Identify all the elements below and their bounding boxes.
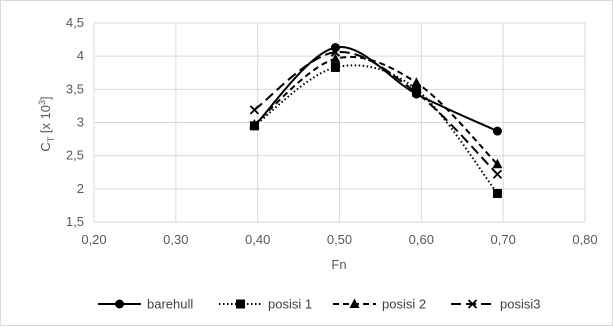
series-4 (249, 47, 503, 179)
data-point (330, 62, 340, 72)
data-point (330, 53, 341, 63)
data-point (492, 126, 502, 136)
y-axis-title-subscript: T (46, 136, 56, 142)
legend-marker (467, 299, 478, 309)
y-axis-title-prefix: C (38, 142, 53, 151)
legend-label: barehull (147, 297, 193, 312)
data-point (330, 47, 341, 57)
y-axis-title: CT [x 103] (37, 96, 56, 151)
x-tick-label: 0,70 (491, 232, 516, 247)
y-tick-label: 4,5 (66, 15, 84, 30)
legend-item-4: posisi3 (451, 297, 540, 312)
legend-item-1: barehull (98, 297, 193, 312)
data-point (492, 158, 503, 169)
legend-label: posisi3 (500, 297, 540, 312)
y-tick-label: 3 (77, 115, 84, 130)
x-tick-label: 0,50 (327, 232, 352, 247)
x-axis-title: Fn (331, 257, 346, 272)
series-2 (249, 62, 502, 198)
y-axis-title-middle: [x 10 (38, 105, 53, 137)
legend-marker (115, 299, 124, 309)
series-line (253, 55, 499, 165)
series-layer (249, 43, 503, 198)
legend-marker (349, 298, 360, 308)
y-axis-title-superscript: 3 (37, 100, 47, 105)
series-line (253, 64, 499, 195)
y-tick-labels: 1,5 2 2,5 3 3,5 4 4,5 (66, 15, 84, 229)
legend-item-2: posisi 1 (219, 297, 312, 312)
y-tick-label: 2 (77, 181, 84, 196)
data-point (411, 88, 422, 98)
x-tick-label: 0,30 (163, 232, 188, 247)
y-tick-label: 1,5 (66, 214, 84, 229)
x-tick-label: 0,80 (572, 232, 597, 247)
y-tick-label: 2,5 (66, 148, 84, 163)
data-point (411, 77, 422, 87)
legend-marker (236, 299, 245, 309)
x-tick-label: 0,40 (245, 232, 270, 247)
x-tick-labels: 0,20 0,30 0,40 0,50 0,60 0,70 0,80 (81, 232, 597, 247)
data-point (249, 105, 260, 115)
y-tick-label: 4 (77, 48, 84, 63)
data-point (249, 118, 260, 129)
data-point (411, 84, 421, 94)
data-point (492, 169, 503, 179)
x-tick-label: 0,60 (409, 232, 434, 247)
series-line (253, 51, 499, 175)
legend-item-3: posisi 2 (333, 297, 426, 312)
data-point (492, 188, 502, 198)
data-point (330, 43, 340, 53)
y-axis-title-suffix: ] (38, 96, 53, 100)
grid-lines (93, 22, 586, 223)
series-3 (249, 53, 503, 169)
x-tick-label: 0,20 (81, 232, 106, 247)
y-tick-label: 3,5 (66, 81, 84, 96)
legend-label: posisi 1 (268, 297, 312, 312)
legend: barehull posisi 1 posisi 2 posisi3 (98, 297, 540, 312)
legend-label: posisi 2 (382, 297, 426, 312)
